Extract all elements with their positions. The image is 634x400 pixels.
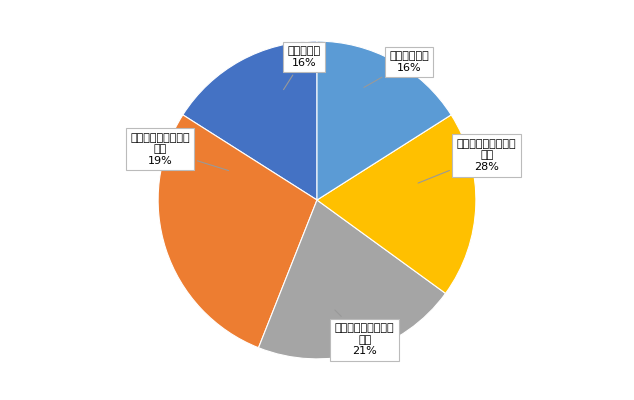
Text: 筑４０年超
16%: 筑４０年超 16% [283,46,321,90]
Text: 筑１０年超筑２０年
以下
28%: 筑１０年超筑２０年 以下 28% [418,139,517,183]
Wedge shape [158,115,317,348]
Text: 筑３０年超筑４０年
以下
19%: 筑３０年超筑４０年 以下 19% [130,132,228,170]
Text: 筑１０年以下
16%: 筑１０年以下 16% [364,51,429,88]
Wedge shape [183,41,317,200]
Wedge shape [317,115,476,293]
Text: 筑２０年超筑３０年
以下
21%: 筑２０年超筑３０年 以下 21% [335,310,394,356]
Wedge shape [317,41,451,200]
Wedge shape [259,200,446,359]
